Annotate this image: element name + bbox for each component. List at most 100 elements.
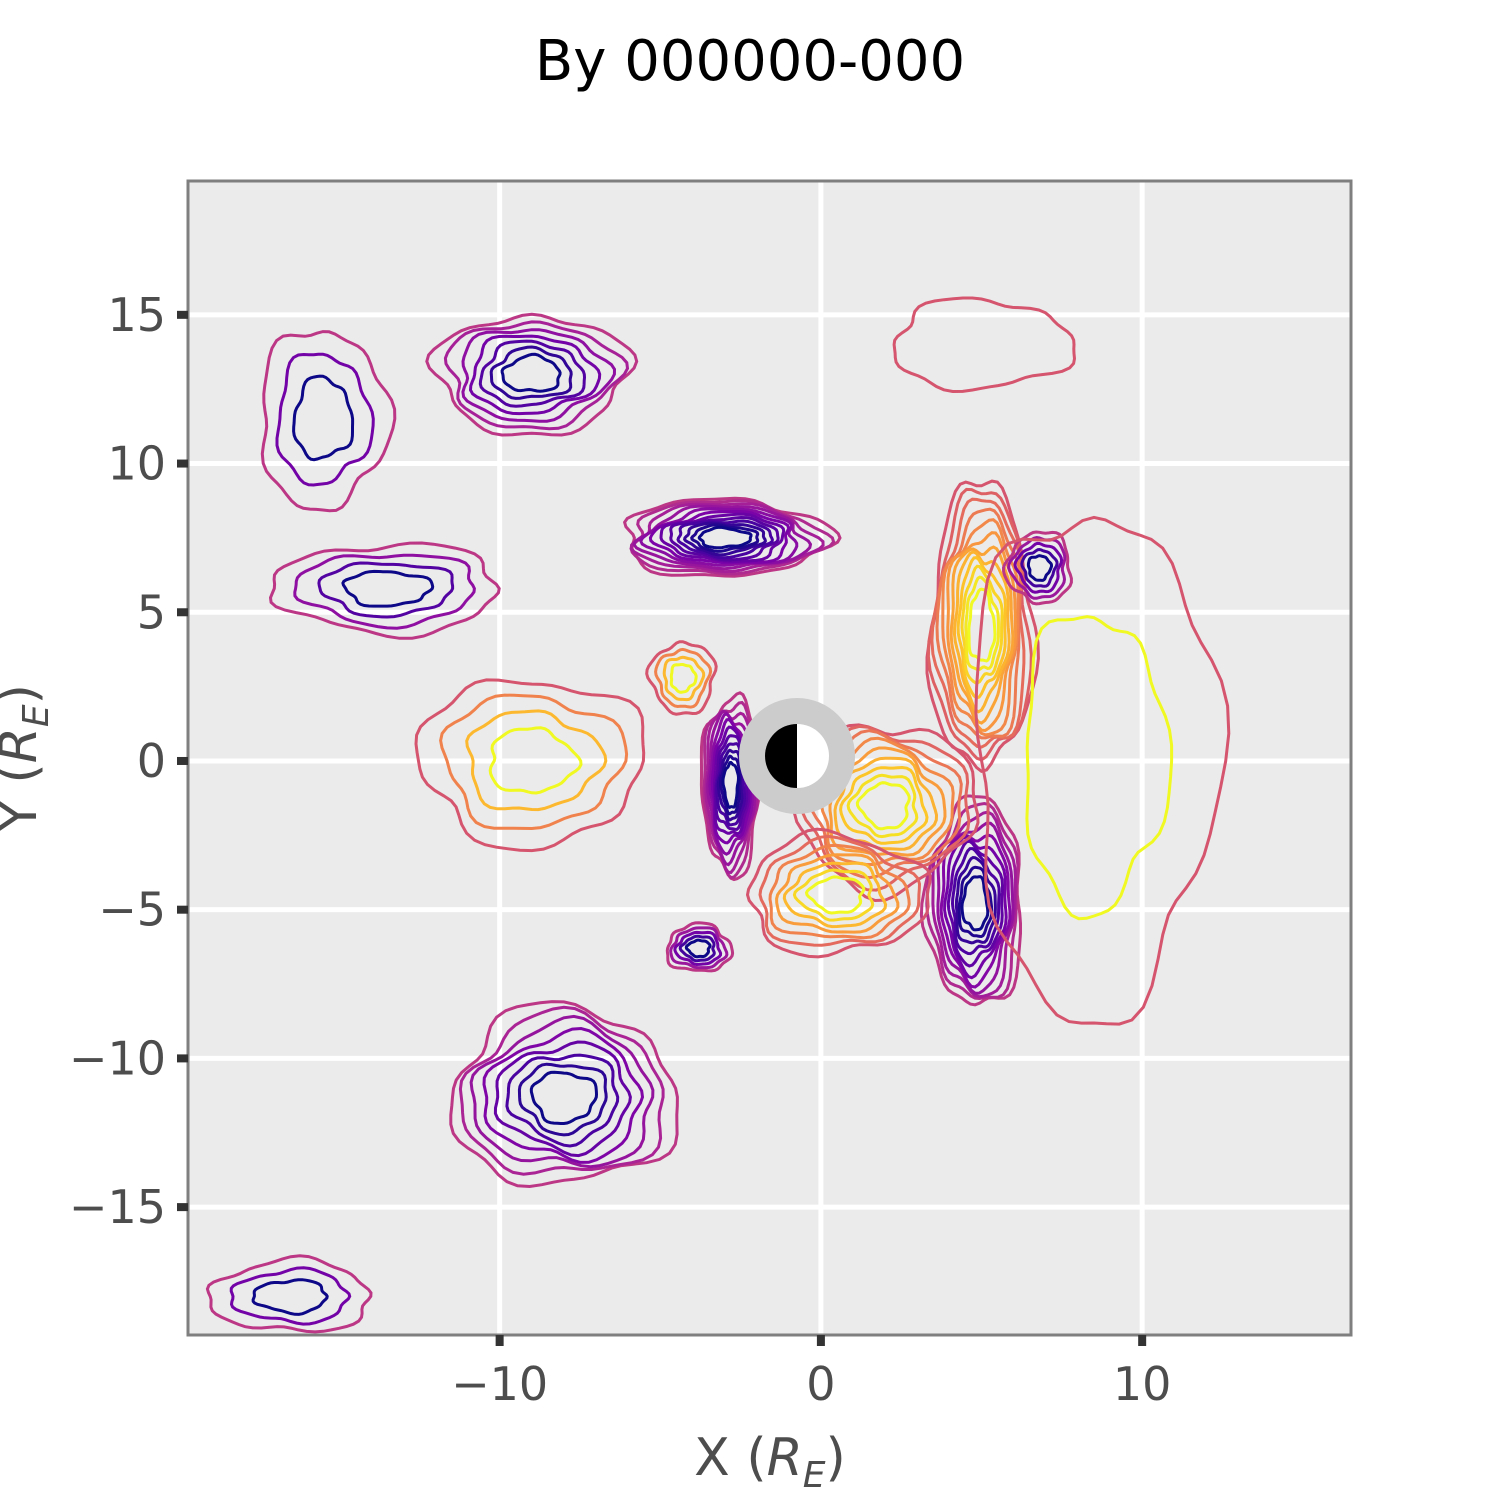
contour-line [956,556,1007,700]
contour-line [1020,547,1059,588]
contour-line [721,760,741,810]
y-tick-label: −10 [69,1031,166,1085]
contour-line [768,843,911,940]
contour-group-negative-small-upper-right [1001,530,1073,606]
contour-line [341,569,435,608]
contour-lines [205,296,1231,1334]
contour-line [517,1062,608,1137]
y-tick-label: 5 [137,585,166,639]
contour-group-negative-lobe-lower-far-left [205,1254,373,1334]
x-tick-label: −10 [451,1357,548,1411]
contour-group-outer-envelope-right [974,515,1231,1026]
x-axis: −10 0 10 [451,1335,1171,1411]
contour-line [678,934,716,963]
contour-line [936,821,1015,995]
contour-line [669,515,780,562]
contour-line [804,875,866,915]
contour-line [1026,554,1053,582]
contour-line [465,709,608,812]
contour-line [469,1014,655,1169]
contour-line [205,1254,373,1334]
contour-line [702,700,760,880]
contour-group-outer-envelope-top-right [892,296,1077,394]
x-axis-label: X (RE) [694,1428,846,1496]
contour-line [839,765,929,845]
y-tick-label: 0 [137,734,166,788]
contour-line [648,509,791,565]
contour-line [892,296,1077,394]
contour-line [706,709,757,867]
contour-line [414,678,646,853]
contour-line [946,531,1018,733]
y-tick-label: −15 [69,1180,166,1234]
contour-line [1013,541,1064,594]
contour-line [941,518,1020,737]
contour-group-negative-lobe-upper-left [425,312,639,437]
contour-group-negative-lobe-lower-left [449,1000,679,1189]
contour-line [229,1266,352,1326]
contour-line [443,320,630,431]
y-tick-label: 10 [107,437,166,491]
contour-line [682,521,768,557]
contour-line [704,709,759,875]
y-tick-label: −5 [98,883,166,937]
contour-line [665,921,735,973]
contour-line [529,1070,599,1125]
x-tick-label: 10 [1113,1357,1172,1411]
contour-line [478,339,587,408]
contour-line [468,334,602,416]
contour-line [708,712,755,856]
contour-line [493,1040,632,1158]
contour-line [957,865,994,939]
earth-nightside [765,724,797,788]
contour-line [251,1278,329,1316]
contour-line [782,861,888,929]
contour-line [697,525,753,550]
contour-group-negative-small-lower-left [665,921,735,973]
contour-line [935,507,1023,740]
contour-line [967,587,997,663]
x-tick-label: 0 [806,1357,835,1411]
contour-line [659,512,786,563]
contour-line [931,810,1017,999]
contour-group-negative-arc-upper [622,496,842,578]
contour-line [669,663,698,694]
contour-line [673,930,723,967]
contour-line [833,756,939,851]
contour-group-positive-plateau-left [414,678,646,853]
y-axis-label: Y (RE) [0,684,57,833]
contour-line [449,1000,679,1189]
contour-line [662,655,706,702]
contour-line [690,523,760,553]
contour-line [505,1053,620,1148]
contour-group-positive-blob-lower [745,827,932,959]
contour-group-positive-small-left [645,640,718,716]
earth-marker [739,698,855,814]
contour-group-negative-lobe-upper-far-left [260,330,397,513]
contour-line [488,726,583,795]
contour-line [1025,615,1174,921]
contour-line [716,748,744,822]
y-axis: −15 −10 −5 0 5 10 15 [69,288,188,1234]
contour-line [684,938,712,959]
contour-line [669,926,729,970]
contour-line [317,561,455,619]
chart-title: By 000000-000 [535,29,965,94]
contour-line [758,834,922,947]
contour-line [846,773,919,839]
contour-line [425,312,639,437]
contour-line [500,352,562,393]
contour-line [489,345,573,400]
contour-line [974,515,1231,1026]
contour-line [943,835,1008,980]
contour-line [828,746,947,857]
contour-line [268,541,501,640]
contour-line [792,868,875,922]
contour-line [260,330,397,513]
contour-line [939,833,1012,989]
contour-line [919,794,1022,1007]
contour-line [676,519,774,560]
contour-group-negative-band-left-mid [268,541,501,640]
contour-line [292,374,355,462]
contour-line [482,1026,645,1164]
